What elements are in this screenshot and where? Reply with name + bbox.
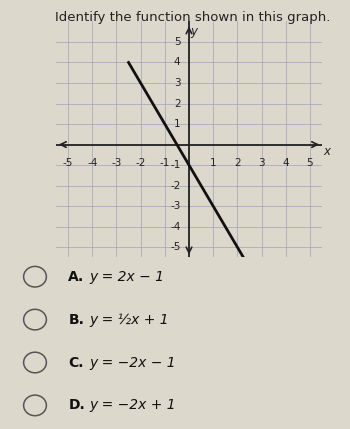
Text: C.: C. xyxy=(68,356,84,369)
Text: A.: A. xyxy=(68,270,84,284)
Text: -2: -2 xyxy=(135,158,146,168)
Text: 3: 3 xyxy=(174,78,181,88)
Text: B.: B. xyxy=(68,313,84,326)
Text: 2: 2 xyxy=(174,99,181,109)
Text: 4: 4 xyxy=(282,158,289,168)
Text: -4: -4 xyxy=(170,222,181,232)
Text: -3: -3 xyxy=(170,201,181,211)
Text: 1: 1 xyxy=(174,119,181,129)
Text: x: x xyxy=(323,145,330,158)
Text: -1: -1 xyxy=(170,160,181,170)
Text: -2: -2 xyxy=(170,181,181,190)
Text: -5: -5 xyxy=(170,242,181,252)
Text: y = 2x − 1: y = 2x − 1 xyxy=(89,270,164,284)
Text: -4: -4 xyxy=(87,158,97,168)
Text: 5: 5 xyxy=(174,37,181,47)
Text: -3: -3 xyxy=(111,158,122,168)
Text: Identify the function shown in this graph.: Identify the function shown in this grap… xyxy=(55,11,330,24)
Text: 3: 3 xyxy=(258,158,265,168)
Text: y = −2x + 1: y = −2x + 1 xyxy=(89,399,176,412)
Text: D.: D. xyxy=(68,399,85,412)
Text: 2: 2 xyxy=(234,158,241,168)
Text: 4: 4 xyxy=(174,57,181,67)
Text: y = −2x − 1: y = −2x − 1 xyxy=(89,356,176,369)
Text: -1: -1 xyxy=(160,158,170,168)
Text: y: y xyxy=(190,24,197,37)
Text: 5: 5 xyxy=(307,158,313,168)
Text: -5: -5 xyxy=(63,158,73,168)
Text: y = ½x + 1: y = ½x + 1 xyxy=(89,313,169,326)
Text: 1: 1 xyxy=(210,158,217,168)
